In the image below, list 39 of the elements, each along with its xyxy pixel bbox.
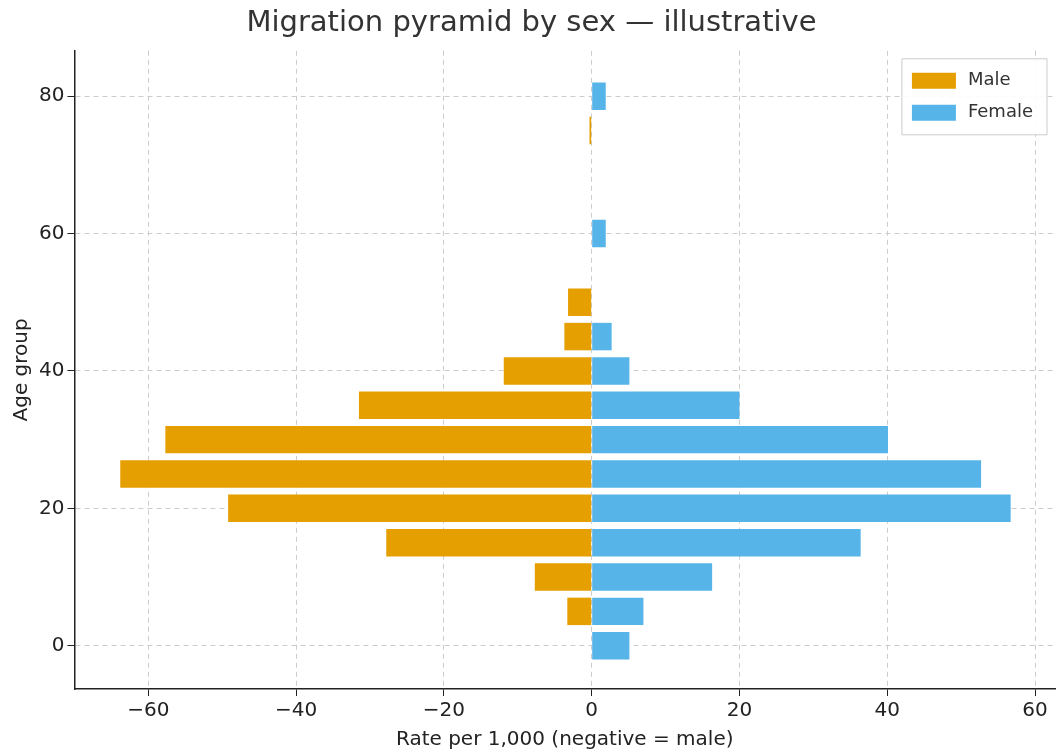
bar (592, 597, 644, 626)
bar (567, 597, 592, 626)
x-tick-label: 60 (1022, 697, 1048, 722)
chart-title: Migration pyramid by sex — illustrative (246, 3, 817, 38)
x-tick-label: −20 (422, 697, 466, 722)
x-tick-label: 0 (585, 697, 599, 722)
bar (228, 494, 592, 523)
legend-label: Male (967, 68, 1011, 90)
x-tick-label: −60 (127, 697, 170, 722)
x-tick-label: 20 (726, 697, 753, 722)
bar (120, 460, 592, 488)
y-tick-label: 20 (39, 494, 65, 519)
bar (592, 460, 982, 488)
x-tick-label: 40 (874, 697, 900, 722)
bar (503, 357, 592, 385)
bar (592, 528, 861, 557)
bar (165, 425, 592, 454)
bar (592, 219, 606, 248)
y-axis-title: Age group (8, 318, 33, 422)
bar (592, 631, 630, 660)
y-tick-label: 60 (39, 219, 65, 244)
bar (592, 494, 1011, 523)
bar (568, 288, 592, 316)
bar (592, 563, 713, 591)
bar (592, 82, 606, 110)
bar (386, 528, 592, 557)
y-tick-label: 0 (51, 631, 65, 656)
y-tick-label: 80 (39, 82, 65, 107)
bar (592, 391, 740, 420)
bar (358, 391, 592, 420)
bar (592, 322, 612, 351)
y-tick-label: 40 (39, 357, 65, 382)
bar (564, 322, 592, 351)
legend-label: Female (967, 100, 1034, 122)
x-axis-title: Rate per 1,000 (negative = male) (395, 726, 734, 751)
bar (592, 425, 888, 454)
bar (534, 563, 592, 591)
x-tick-label: −40 (275, 697, 318, 722)
bar (592, 357, 630, 385)
